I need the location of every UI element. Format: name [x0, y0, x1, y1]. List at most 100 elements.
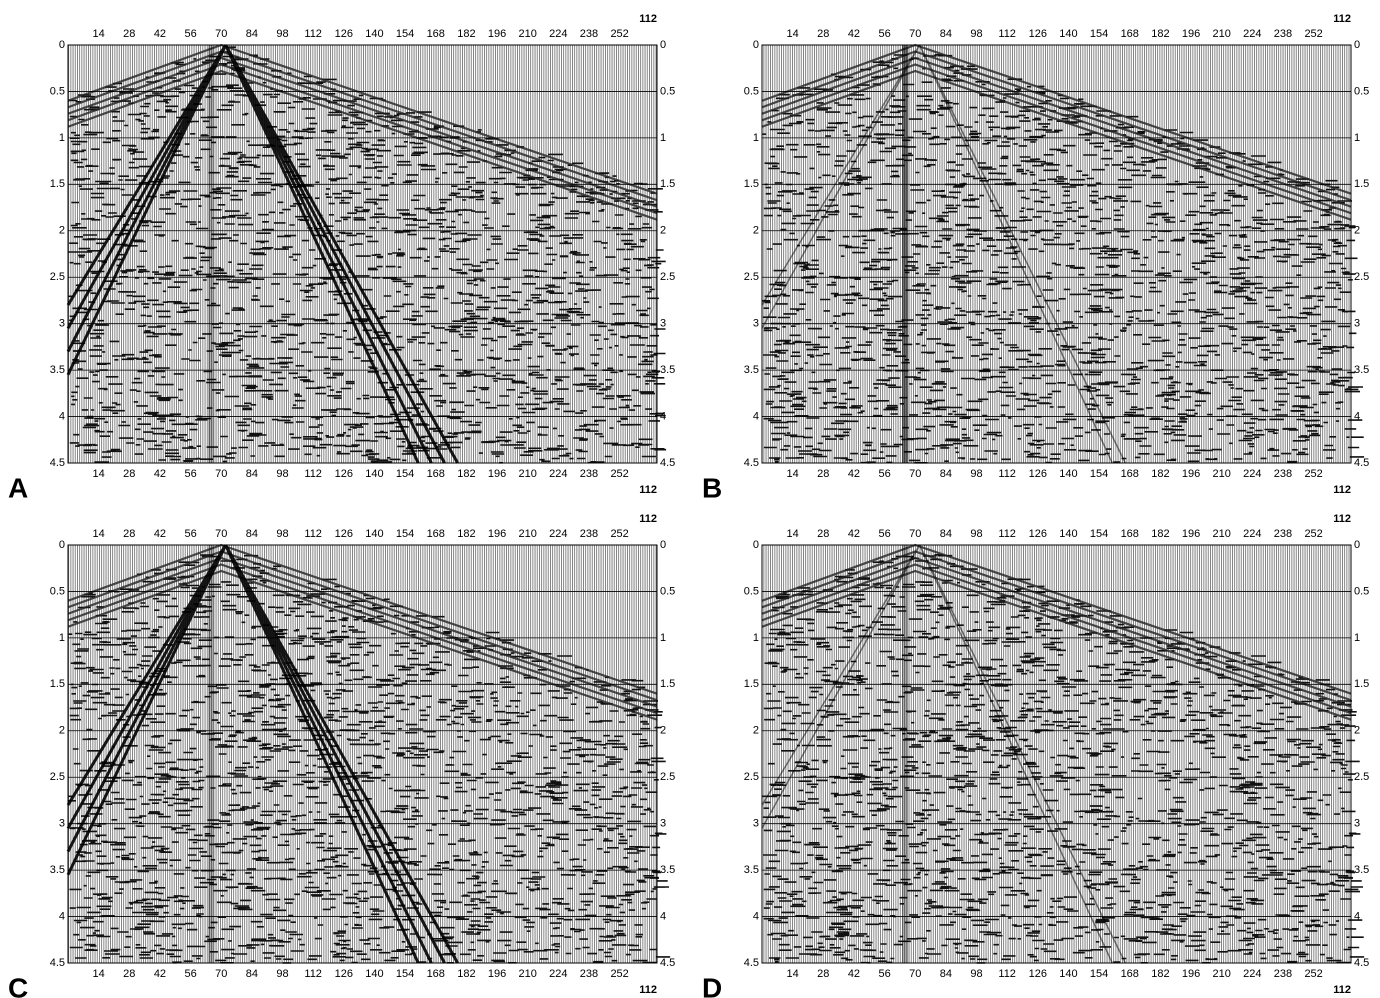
x-tick-label: 182	[457, 968, 475, 980]
seismic-panel: 0 0 0.5 0.5 1 1 1.5 1.5 2 2 2.5 2.5 3 3 3.5 3.5 4 4 4.5 4.5…	[8, 13, 675, 503]
x-tick-label: 126	[1029, 468, 1047, 480]
y-tick-label: 0	[753, 39, 759, 51]
x-tick-label: 210	[519, 468, 537, 480]
x-tick-label: 252	[1304, 968, 1322, 980]
y-tick-label: 2	[660, 725, 666, 737]
x-tick-label: 42	[848, 528, 860, 540]
y-tick-label: 4.5	[1354, 457, 1369, 469]
x-tick-label: 140	[1059, 28, 1077, 40]
x-tick-label: 56	[184, 968, 196, 980]
y-tick-label: 1	[59, 632, 65, 644]
x-tick-label: 238	[1274, 528, 1292, 540]
x-tick-label: 252	[1304, 528, 1322, 540]
y-tick-label: 1.5	[660, 178, 675, 190]
y-tick-label: 2	[1354, 725, 1360, 737]
x-tick-label: 14	[93, 968, 105, 980]
y-tick-label: 4	[1354, 410, 1360, 422]
x-tick-label: 70	[215, 28, 227, 40]
y-tick-label: 4	[59, 910, 65, 922]
y-tick-label: 0.5	[744, 585, 759, 597]
y-tick-label: 3	[59, 318, 65, 330]
y-tick-label: 4	[660, 410, 666, 422]
x-tick-label: 56	[878, 528, 890, 540]
y-tick-label: 3.5	[1354, 364, 1369, 376]
x-tick-label: 42	[848, 468, 860, 480]
x-tick-label: 42	[154, 28, 166, 40]
y-tick-label: 0.5	[50, 585, 65, 597]
x-tick-label: 70	[909, 468, 921, 480]
x-tick-label: 28	[817, 468, 829, 480]
x-tick-label: 224	[1243, 468, 1261, 480]
x-tick-label: 224	[1243, 528, 1261, 540]
x-tick-label: 168	[427, 28, 445, 40]
x-tick-label: 70	[909, 28, 921, 40]
y-tick-label: 1.5	[660, 678, 675, 690]
x-tick-label: 224	[549, 528, 567, 540]
y-tick-label: 1.5	[744, 178, 759, 190]
x-tick-label: 14	[787, 28, 799, 40]
x-tick-label: 224	[549, 468, 567, 480]
y-tick-label: 3.5	[744, 364, 759, 376]
x-tick-label: 140	[365, 968, 383, 980]
y-tick-label: 3	[753, 818, 759, 830]
y-tick-label: 2.5	[744, 271, 759, 283]
y-tick-label: 4.5	[660, 957, 675, 969]
x-tick-label: 84	[940, 28, 952, 40]
x-tick-label: 14	[787, 468, 799, 480]
x-tick-label: 196	[1182, 528, 1200, 540]
x-tick-label: 28	[123, 528, 135, 540]
x-tick-label: 126	[1029, 968, 1047, 980]
x-tick-label: 28	[817, 968, 829, 980]
corner-label: 112	[1333, 984, 1351, 996]
noisy-trace	[208, 45, 215, 463]
x-tick-label: 182	[1151, 468, 1169, 480]
x-tick-label: 196	[488, 468, 506, 480]
x-tick-label: 84	[246, 468, 258, 480]
seismic-texture	[68, 554, 671, 964]
x-tick-label: 224	[549, 968, 567, 980]
noisy-trace	[902, 45, 909, 463]
y-tick-label: 3	[660, 818, 666, 830]
x-tick-label: 28	[123, 28, 135, 40]
x-tick-label: 70	[215, 968, 227, 980]
x-tick-label: 14	[787, 528, 799, 540]
x-tick-label: 70	[909, 528, 921, 540]
seismic-panel: 0 0 0.5 0.5 1 1 1.5 1.5 2 2 2.5 2.5 3 3 3.5 3.5 4 4 4.5 4.5…	[8, 513, 675, 998]
x-tick-label: 168	[427, 468, 445, 480]
y-tick-label: 4	[1354, 910, 1360, 922]
x-tick-label: 168	[1121, 968, 1139, 980]
x-tick-label: 168	[1121, 528, 1139, 540]
noisy-trace	[902, 545, 909, 963]
x-tick-label: 196	[1182, 468, 1200, 480]
y-tick-label: 1	[59, 132, 65, 144]
y-tick-label: 3	[660, 318, 666, 330]
y-tick-label: 1.5	[50, 178, 65, 190]
x-tick-label: 140	[1059, 968, 1077, 980]
y-tick-label: 4.5	[50, 957, 65, 969]
x-tick-label: 182	[1151, 528, 1169, 540]
x-tick-label: 126	[1029, 528, 1047, 540]
y-tick-label: 2.5	[660, 271, 675, 283]
y-tick-label: 2.5	[1354, 271, 1369, 283]
y-tick-label: 3	[1354, 318, 1360, 330]
x-tick-label: 224	[549, 28, 567, 40]
y-tick-label: 4.5	[50, 457, 65, 469]
x-tick-label: 168	[427, 968, 445, 980]
x-tick-label: 28	[817, 28, 829, 40]
x-tick-label: 252	[1304, 28, 1322, 40]
x-tick-label: 238	[580, 528, 598, 540]
corner-label: 112	[639, 484, 657, 496]
x-tick-label: 28	[817, 528, 829, 540]
x-tick-label: 112	[304, 468, 322, 480]
x-tick-label: 196	[488, 528, 506, 540]
x-tick-label: 84	[940, 968, 952, 980]
x-tick-label: 56	[184, 528, 196, 540]
seismic-texture	[68, 46, 667, 464]
x-tick-label: 210	[1213, 468, 1231, 480]
x-tick-label: 210	[1213, 528, 1231, 540]
y-tick-label: 3	[753, 318, 759, 330]
x-tick-label: 112	[998, 468, 1016, 480]
x-tick-label: 182	[1151, 28, 1169, 40]
x-tick-label: 98	[276, 968, 288, 980]
corner-label: 112	[1333, 13, 1351, 25]
